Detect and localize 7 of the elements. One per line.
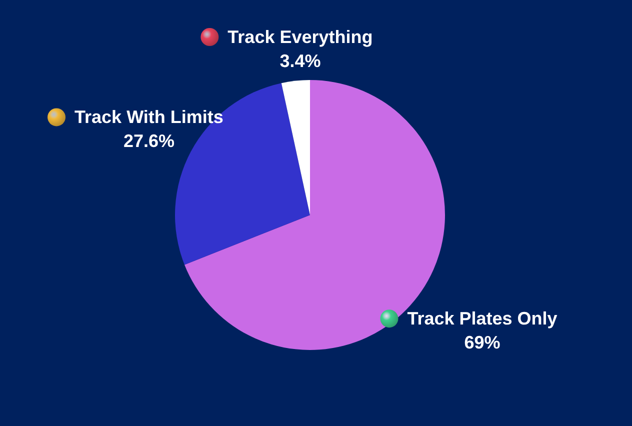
- legend-label: Track Plates Only: [407, 308, 558, 329]
- legend-label: Track With Limits: [74, 107, 224, 128]
- pie-slice: [281, 80, 310, 215]
- data-label: 27.6%: [123, 131, 174, 152]
- data-label: 3.4%: [280, 51, 321, 71]
- legend-label: Track Everything: [228, 27, 373, 47]
- data-label: 69%: [464, 332, 500, 353]
